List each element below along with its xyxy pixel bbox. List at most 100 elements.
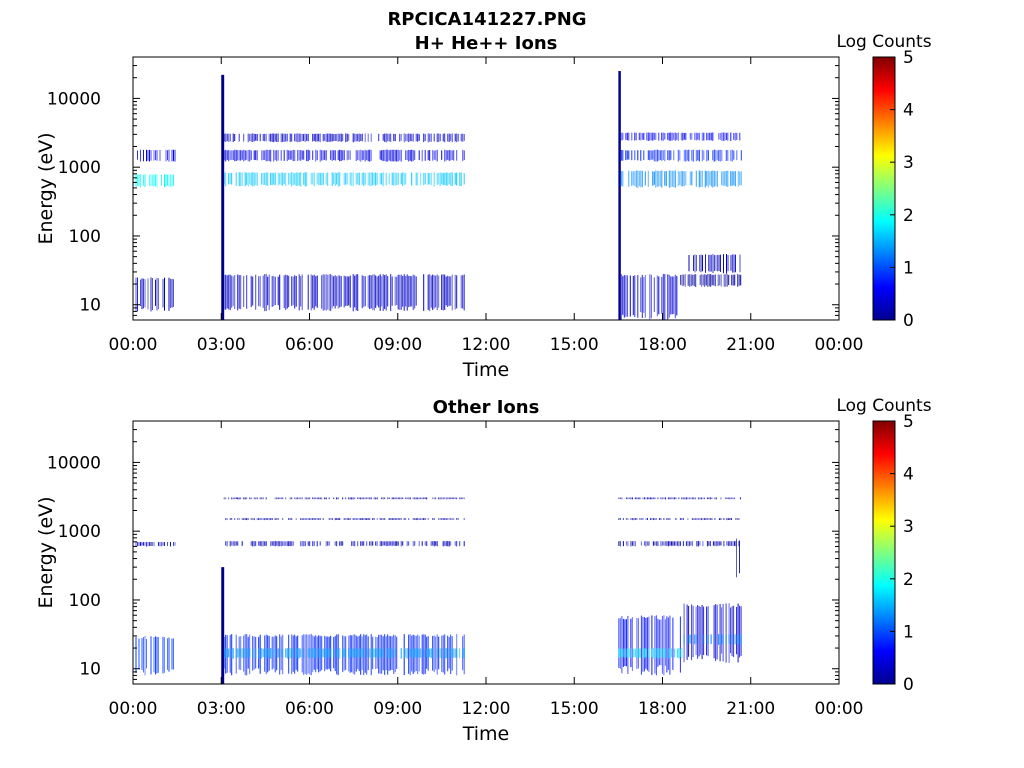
data-cell — [683, 133, 685, 140]
data-cell — [235, 172, 237, 186]
data-cell — [237, 497, 239, 500]
data-cell — [327, 541, 329, 546]
data-cell — [688, 541, 690, 547]
data-cell — [376, 497, 378, 500]
data-cell — [363, 275, 365, 307]
data-cell — [271, 275, 273, 307]
data-cell — [460, 133, 462, 142]
data-cell — [731, 274, 733, 286]
data-cell — [324, 134, 326, 141]
data-cell — [333, 150, 335, 160]
data-cell — [372, 518, 374, 520]
data-cell — [228, 497, 230, 500]
data-cell — [237, 648, 239, 658]
data-cell — [677, 170, 679, 187]
data-cell — [261, 173, 263, 185]
data-cell — [316, 173, 318, 185]
data-cell — [692, 149, 694, 162]
data-cell — [699, 255, 700, 272]
data-cell — [430, 541, 432, 546]
data-cell — [411, 149, 413, 162]
data-cell — [454, 497, 456, 500]
data-cell — [622, 170, 624, 187]
data-cell — [652, 150, 654, 160]
data-cell — [349, 172, 351, 186]
data-cell — [345, 133, 347, 143]
data-cell — [433, 150, 435, 160]
data-cell — [256, 172, 258, 186]
data-cell — [394, 541, 396, 546]
data-cell — [634, 648, 636, 658]
data-cell — [670, 541, 672, 546]
data-cell — [243, 518, 245, 520]
data-cell — [264, 150, 266, 160]
data-cell — [274, 541, 276, 547]
data-cell — [343, 275, 345, 308]
data-cell — [286, 648, 288, 659]
data-cell — [691, 634, 693, 644]
data-cell — [330, 150, 332, 160]
data-cell — [643, 150, 645, 161]
data-cell — [624, 619, 626, 666]
data-cell — [418, 150, 420, 161]
data-cell — [252, 133, 254, 143]
data-cell — [737, 170, 739, 187]
data-cell — [394, 497, 396, 500]
data-cell — [432, 518, 434, 520]
data-cell — [366, 497, 368, 500]
data-cell — [297, 648, 299, 659]
data-cell — [618, 648, 620, 658]
data-cell — [143, 637, 144, 673]
x-tick-label: 06:00 — [285, 335, 334, 355]
data-band — [221, 74, 225, 320]
data-cell — [415, 133, 417, 142]
data-cell — [265, 274, 267, 312]
data-cell — [654, 497, 656, 500]
data-cell — [707, 150, 709, 161]
data-cell — [229, 173, 231, 185]
data-cell — [648, 497, 650, 500]
data-cell — [415, 518, 417, 521]
data-cell — [679, 171, 681, 185]
data-cell — [432, 274, 434, 310]
data-cell — [267, 172, 269, 186]
data-cell — [259, 634, 261, 674]
data-cell — [267, 149, 269, 162]
data-cell — [445, 518, 447, 520]
data-cell — [727, 497, 729, 500]
data-cell — [256, 497, 258, 500]
data-cell — [736, 518, 738, 520]
data-cell — [447, 275, 449, 307]
data-cell — [229, 518, 231, 520]
data-cell — [687, 541, 689, 547]
data-cell — [641, 170, 643, 187]
data-cell — [694, 634, 696, 645]
data-cell — [372, 172, 374, 186]
data-cell — [693, 497, 695, 500]
data-cell — [231, 497, 233, 500]
data-cell — [630, 541, 632, 547]
data-cell — [663, 615, 665, 676]
data-cell — [309, 648, 311, 659]
data-cell — [685, 132, 687, 141]
data-cell — [731, 606, 733, 657]
data-cell — [727, 541, 729, 547]
data-cell — [405, 276, 407, 307]
data-cell — [702, 274, 704, 286]
data-cell — [333, 276, 335, 307]
data-cell — [700, 518, 702, 521]
data-cell — [412, 497, 414, 500]
data-cell — [261, 648, 263, 659]
data-cell — [622, 648, 624, 658]
data-band — [683, 634, 742, 646]
data-cell — [292, 648, 294, 658]
data-cell — [681, 274, 683, 287]
data-cell — [683, 149, 685, 162]
data-cell — [643, 648, 645, 659]
data-cell — [378, 275, 380, 308]
data-cell — [137, 174, 138, 186]
data-cell — [258, 648, 260, 659]
data-cell — [427, 274, 429, 310]
data-cell — [167, 542, 168, 546]
data-cell — [691, 150, 693, 161]
